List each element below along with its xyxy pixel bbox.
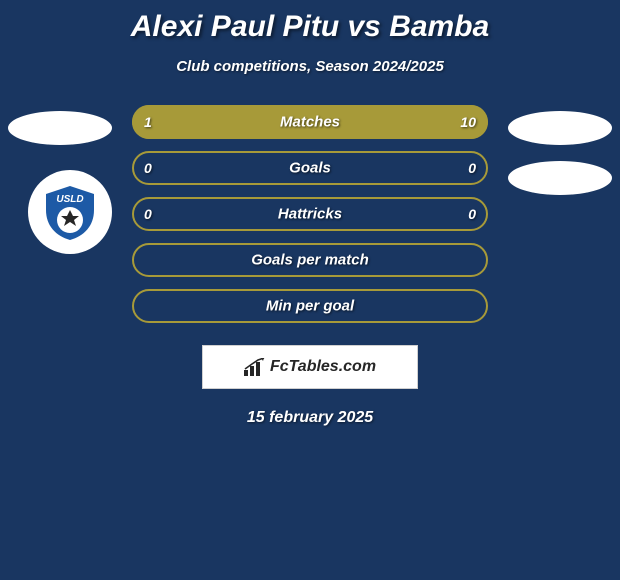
subtitle: Club competitions, Season 2024/2025 bbox=[0, 58, 620, 75]
bar-value-left: 0 bbox=[144, 206, 152, 222]
bar-label: Min per goal bbox=[132, 298, 488, 315]
bar-row: Goals per match bbox=[132, 243, 488, 277]
bar-label: Matches bbox=[132, 114, 488, 131]
club-badge: USLD bbox=[28, 170, 112, 254]
player-avatar-left bbox=[8, 111, 112, 145]
bar-row: Goals0 0 bbox=[132, 151, 488, 185]
bar-value-left: 1 bbox=[144, 114, 152, 130]
club-badge-icon: USLD bbox=[38, 180, 102, 244]
comparison-chart: USLD Matches110Goals00Hattricks00Goals p… bbox=[0, 105, 620, 335]
player-avatar-right-2 bbox=[508, 161, 612, 195]
bars-container: Matches110Goals00Hattricks00Goals per ma… bbox=[132, 105, 488, 335]
bar-value-right: 10 bbox=[460, 114, 476, 130]
page-title: Alexi Paul Pitu vs Bamba bbox=[0, 0, 620, 44]
bar-value-right: 0 bbox=[468, 160, 476, 176]
bars-icon bbox=[244, 358, 266, 376]
bar-value-right: 0 bbox=[468, 206, 476, 222]
date: 15 february 2025 bbox=[0, 409, 620, 427]
bar-row: Min per goal bbox=[132, 289, 488, 323]
player-avatar-right bbox=[508, 111, 612, 145]
bar-label: Goals bbox=[132, 160, 488, 177]
bar-row: Matches1 10 bbox=[132, 105, 488, 139]
bar-label: Hattricks bbox=[132, 206, 488, 223]
fctables-text: FcTables.com bbox=[270, 358, 376, 376]
fctables-logo: FcTables.com bbox=[202, 345, 418, 389]
bar-row: Hattricks0 0 bbox=[132, 197, 488, 231]
bar-label: Goals per match bbox=[132, 252, 488, 269]
club-badge-text: USLD bbox=[56, 194, 83, 205]
bar-value-left: 0 bbox=[144, 160, 152, 176]
